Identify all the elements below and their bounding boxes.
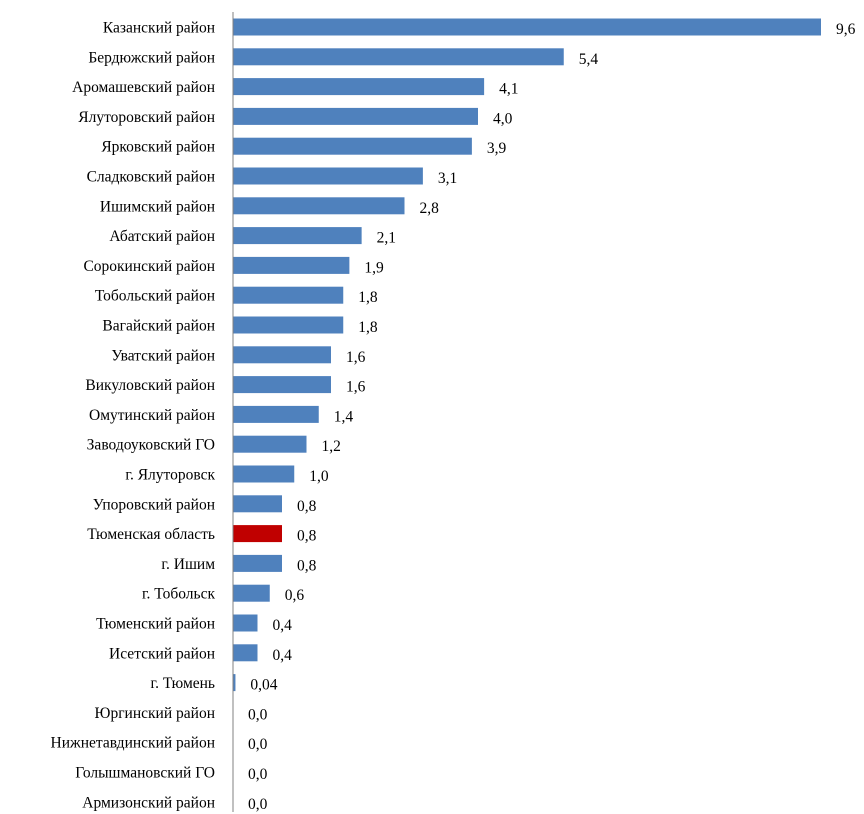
bar: [233, 495, 282, 513]
value-label: 0,6: [285, 587, 305, 604]
category-label: Вагайский район: [102, 318, 215, 335]
bar: [233, 435, 307, 453]
category-label: Упоровский район: [93, 496, 215, 513]
value-label: 0,0: [248, 736, 268, 753]
category-label: Бердюжский район: [88, 49, 215, 66]
category-labels: Казанский район Бердюжский район Аромашевс…: [51, 20, 216, 812]
category-label: Аромашевский район: [72, 79, 215, 96]
bar: [233, 525, 282, 543]
value-label: 4,1: [499, 81, 518, 98]
value-label: 0,4: [273, 617, 293, 634]
value-label: 1,8: [358, 319, 378, 336]
value-label: 1,9: [364, 259, 384, 276]
value-label: 1,6: [346, 349, 366, 366]
value-label: 0,8: [297, 528, 317, 545]
category-label: Нижнетавдинский район: [51, 735, 215, 752]
category-label: Викуловский район: [85, 377, 215, 394]
value-label: 0,8: [297, 498, 317, 515]
value-label: 0,04: [250, 677, 277, 694]
bar: [233, 18, 821, 36]
bar: [233, 137, 472, 155]
bar: [233, 644, 258, 662]
bar: [233, 256, 350, 274]
bars-group: [233, 18, 821, 692]
value-label: 9,6: [836, 21, 856, 38]
bar: [233, 107, 478, 125]
bar: [233, 48, 564, 66]
bar: [233, 674, 236, 692]
category-label: Ялуторовский район: [78, 109, 215, 126]
category-label: Казанский район: [103, 20, 215, 37]
bar: [233, 78, 485, 96]
value-label: 0,8: [297, 557, 317, 574]
category-label: Тобольский район: [95, 288, 215, 305]
category-label: Уватский район: [111, 347, 215, 364]
value-label: 0,0: [248, 796, 268, 813]
category-label: Голышмановский ГО: [75, 765, 215, 782]
value-label: 3,9: [487, 140, 507, 157]
category-label: Заводоуковский ГО: [87, 437, 215, 454]
value-label: 1,4: [334, 408, 354, 425]
value-label: 1,8: [358, 289, 378, 306]
category-label: Сладковский район: [87, 169, 215, 186]
value-label: 0,0: [248, 766, 268, 783]
bar: [233, 376, 331, 394]
bar: [233, 346, 331, 364]
bar: [233, 286, 344, 304]
value-label: 0,4: [273, 647, 293, 664]
value-labels: 9,6 5,4 4,1 4,0 3,9 3,1 2,8 2,1 1,9 1,8 1,8 1,6 1,6 1…: [248, 21, 856, 813]
bar: [233, 197, 405, 215]
category-label: Тюменская область: [87, 526, 215, 543]
category-label: Юргинский район: [95, 705, 215, 722]
value-label: 2,8: [420, 200, 440, 217]
category-label: Сорокинский район: [83, 258, 215, 275]
category-label: Исетский район: [109, 645, 215, 662]
bar: [233, 465, 295, 483]
bar: [233, 614, 258, 632]
bar: [233, 227, 362, 245]
category-label: Тюменский район: [96, 616, 215, 633]
value-label: 1,6: [346, 379, 366, 396]
value-label: 5,4: [579, 51, 599, 68]
category-label: Абатский район: [109, 228, 215, 245]
category-label: г. Ялуторовск: [125, 467, 215, 484]
category-label: Ишимский район: [100, 198, 215, 215]
value-label: 1,2: [322, 438, 341, 455]
category-label: Омутинский район: [89, 407, 215, 424]
value-label: 4,0: [493, 110, 513, 127]
bar: [233, 316, 344, 334]
category-label: Армизонский район: [82, 794, 215, 811]
category-label: г. Тюмень: [151, 675, 215, 692]
value-label: 2,1: [377, 230, 396, 247]
value-label: 3,1: [438, 170, 457, 187]
category-label: Ярковский район: [101, 139, 215, 156]
bar: [233, 167, 423, 185]
bar: [233, 405, 319, 423]
category-label: г. Тобольск: [142, 586, 216, 603]
bar: [233, 584, 270, 602]
category-label: г. Ишим: [161, 556, 215, 573]
value-label: 0,0: [248, 706, 268, 723]
value-label: 1,0: [309, 468, 329, 485]
bar: [233, 554, 282, 572]
